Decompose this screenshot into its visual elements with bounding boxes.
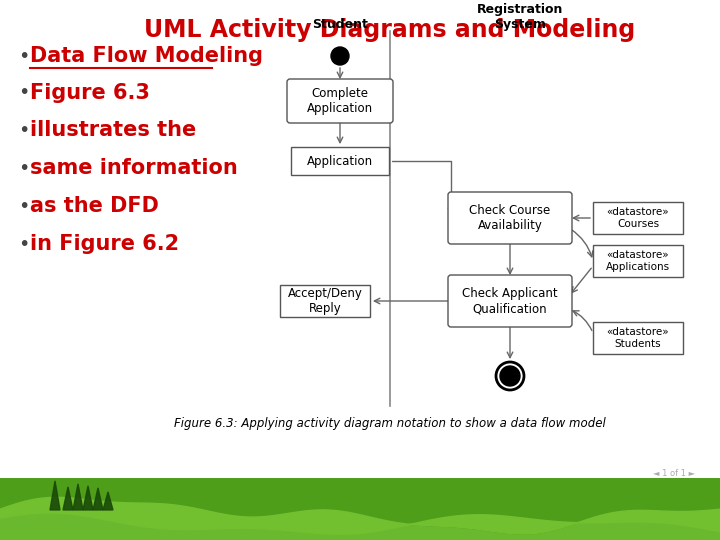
FancyBboxPatch shape <box>448 275 572 327</box>
Bar <box>280 285 370 317</box>
Polygon shape <box>93 488 103 510</box>
Bar <box>593 202 683 234</box>
Circle shape <box>500 366 520 386</box>
Text: same information: same information <box>30 158 238 178</box>
Text: •: • <box>18 46 30 65</box>
Text: in Figure 6.2: in Figure 6.2 <box>30 234 179 254</box>
Text: «datastore»
Applications: «datastore» Applications <box>606 250 670 272</box>
Polygon shape <box>63 487 73 510</box>
Text: Complete
Application: Complete Application <box>307 87 373 115</box>
Text: •: • <box>18 84 30 103</box>
Text: «datastore»
Courses: «datastore» Courses <box>607 207 670 229</box>
Polygon shape <box>83 486 93 510</box>
Text: •: • <box>18 120 30 139</box>
Text: as the DFD: as the DFD <box>30 196 159 216</box>
Text: •: • <box>18 234 30 253</box>
Text: UML Activity Diagrams and Modeling: UML Activity Diagrams and Modeling <box>145 18 636 42</box>
Bar <box>593 322 683 354</box>
Text: illustrates the: illustrates the <box>30 120 197 140</box>
Text: Figure 6.3: Applying activity diagram notation to show a data flow model: Figure 6.3: Applying activity diagram no… <box>174 417 606 430</box>
Text: Data Flow Modeling: Data Flow Modeling <box>30 46 263 66</box>
Bar <box>593 245 683 277</box>
Text: Student: Student <box>312 18 368 31</box>
Text: •: • <box>18 197 30 215</box>
Text: Accept/Deny
Reply: Accept/Deny Reply <box>287 287 362 315</box>
Bar <box>291 147 389 175</box>
Text: •: • <box>18 159 30 178</box>
FancyBboxPatch shape <box>287 79 393 123</box>
Text: ◄ 1 of 1 ►: ◄ 1 of 1 ► <box>653 469 695 478</box>
Circle shape <box>331 47 349 65</box>
Polygon shape <box>103 492 113 510</box>
Text: Check Applicant
Qualification: Check Applicant Qualification <box>462 287 558 315</box>
Text: Registration
System: Registration System <box>477 3 563 31</box>
Text: Figure 6.3: Figure 6.3 <box>30 83 150 103</box>
Text: Application: Application <box>307 154 373 167</box>
Text: Check Course
Availability: Check Course Availability <box>469 204 551 232</box>
Polygon shape <box>50 481 60 510</box>
Text: «datastore»
Students: «datastore» Students <box>607 327 670 349</box>
FancyBboxPatch shape <box>448 192 572 244</box>
Polygon shape <box>73 484 83 510</box>
